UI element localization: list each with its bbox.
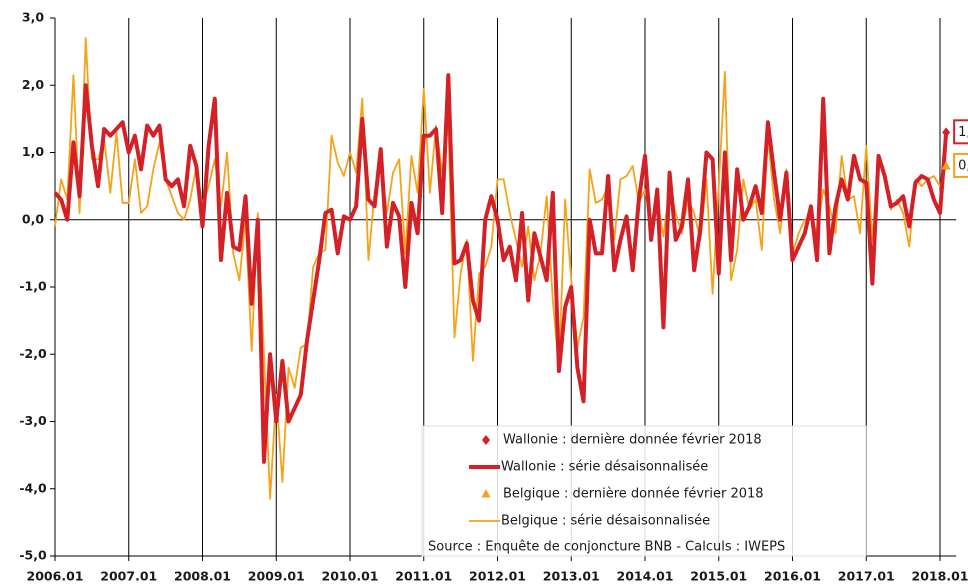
y-tick-label: -5,0 [19, 548, 47, 563]
x-tick-label: 2007.01 [100, 569, 157, 584]
legend-label: Wallonie : série désaisonnalisée [501, 460, 708, 475]
legend-label: Belgique : série désaisonnalisée [501, 514, 710, 529]
x-tick-label: 2014.01 [617, 569, 674, 584]
y-tick-label: -2,0 [19, 346, 47, 361]
value-label-box [953, 119, 968, 145]
y-tick-label: -1,0 [19, 279, 47, 294]
legend-marker [481, 489, 491, 498]
y-tick-label: -3,0 [19, 413, 47, 428]
y-tick-label: -4,0 [19, 480, 47, 495]
x-tick-label: 2015.01 [690, 569, 747, 584]
x-tick-label: 2018.01 [912, 569, 968, 584]
y-tick-label: 3,0 [22, 10, 44, 25]
value-label: 1,3 [958, 125, 968, 140]
last-point [941, 160, 951, 170]
source-note: Source : Enquête de conjoncture BNB - Ca… [428, 540, 785, 555]
y-tick-label: 1,0 [22, 144, 44, 159]
legend-marker [482, 435, 490, 445]
x-tick-label: 2012.01 [469, 569, 526, 584]
value-label: 0,8 [958, 158, 968, 173]
x-tick-label: 2017.01 [838, 569, 895, 584]
value-label-box [953, 152, 968, 178]
legend-box [421, 425, 867, 557]
legend-label: Wallonie : dernière donnée février 2018 [503, 433, 762, 448]
series-line [53, 73, 949, 464]
x-tick-label: 2006.01 [27, 569, 84, 584]
x-tick-label: 2010.01 [322, 569, 379, 584]
legend-label: Belgique : dernière donnée février 2018 [503, 487, 764, 502]
y-tick-label: 2,0 [22, 77, 44, 92]
x-tick-label: 2009.01 [248, 569, 305, 584]
x-tick-label: 2016.01 [764, 569, 821, 584]
x-tick-label: 2013.01 [543, 569, 600, 584]
x-tick-label: 2011.01 [395, 569, 452, 584]
last-point [942, 127, 951, 138]
x-tick-label: 2008.01 [174, 569, 231, 584]
y-tick-label: 0,0 [22, 211, 44, 226]
